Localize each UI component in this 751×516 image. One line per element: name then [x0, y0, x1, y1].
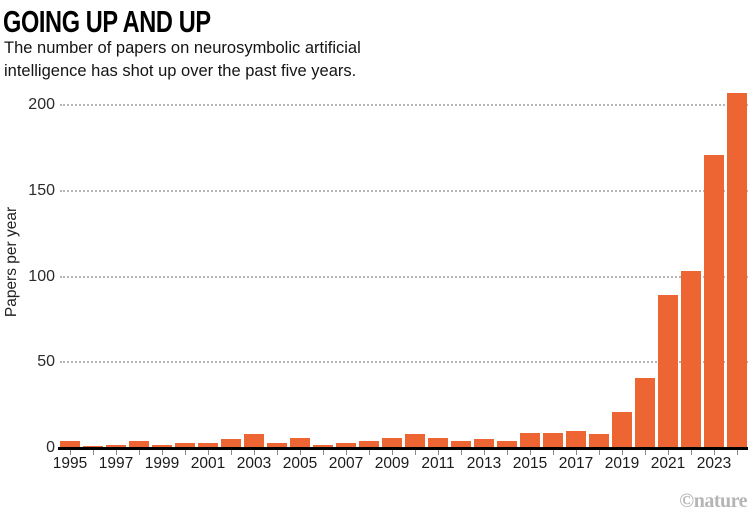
chart-subtitle: The number of papers on neurosymbolic ar… — [4, 37, 361, 83]
x-tick-2011 — [437, 450, 439, 455]
nature-credit: ©nature — [679, 490, 747, 512]
x-axis-line — [58, 447, 748, 450]
bar-2007 — [336, 442, 356, 448]
bar-2006 — [313, 444, 333, 448]
x-tick-label-1997: 1997 — [98, 455, 134, 472]
x-tick-label-2007: 2007 — [328, 455, 364, 472]
bar-2009 — [382, 437, 402, 448]
x-tick-2014 — [506, 450, 508, 455]
x-tick-2018 — [598, 450, 600, 455]
x-tick-label-2023: 2023 — [696, 455, 732, 472]
x-tick-2006 — [322, 450, 324, 455]
gridline-100 — [60, 275, 748, 278]
bar-2012 — [451, 441, 471, 448]
x-tick-label-2003: 2003 — [236, 455, 272, 472]
bar-2021 — [658, 295, 678, 448]
x-tick-1995 — [69, 450, 71, 455]
x-tick-2022 — [690, 450, 692, 455]
x-tick-2024 — [736, 450, 738, 455]
bar-1995 — [60, 441, 80, 448]
x-tick-2016 — [552, 450, 554, 455]
bar-2013 — [474, 439, 494, 448]
bar-1998 — [129, 441, 149, 448]
x-tick-2003 — [253, 450, 255, 455]
x-tick-1996 — [92, 450, 94, 455]
x-tick-2021 — [667, 450, 669, 455]
bar-2017 — [566, 430, 586, 448]
bar-2019 — [612, 411, 632, 448]
x-tick-1999 — [161, 450, 163, 455]
bar-2018 — [589, 434, 609, 448]
bar-2010 — [405, 434, 425, 448]
bar-1999 — [152, 444, 172, 448]
x-tick-2019 — [621, 450, 623, 455]
x-tick-label-2009: 2009 — [374, 455, 410, 472]
gridline-150 — [60, 189, 748, 192]
x-tick-1998 — [138, 450, 140, 455]
bar-2005 — [290, 437, 310, 448]
x-tick-2023 — [713, 450, 715, 455]
y-tick-label-0: 0 — [46, 439, 55, 456]
bar-2003 — [244, 434, 264, 448]
bar-2011 — [428, 437, 448, 448]
bar-2004 — [267, 442, 287, 448]
x-tick-label-2013: 2013 — [466, 455, 502, 472]
x-tick-2012 — [460, 450, 462, 455]
bar-2008 — [359, 441, 379, 448]
x-tick-2005 — [299, 450, 301, 455]
bar-2022 — [681, 271, 701, 448]
x-tick-label-2011: 2011 — [421, 455, 455, 472]
bar-2015 — [520, 432, 540, 448]
x-tick-2017 — [575, 450, 577, 455]
y-tick-label-50: 50 — [37, 353, 55, 371]
x-tick-2008 — [368, 450, 370, 455]
subtitle-line-1: The number of papers on neurosymbolic ar… — [4, 39, 361, 57]
x-tick-2000 — [184, 450, 186, 455]
y-tick-label-150: 150 — [28, 181, 55, 199]
x-tick-2002 — [230, 450, 232, 455]
y-tick-label-100: 100 — [28, 267, 55, 285]
bar-1997 — [106, 444, 126, 448]
x-tick-2004 — [276, 450, 278, 455]
x-tick-label-2021: 2021 — [650, 455, 686, 472]
x-tick-label-1995: 1995 — [52, 455, 88, 472]
x-tick-2020 — [644, 450, 646, 455]
gridline-50 — [60, 361, 748, 364]
gridline-200 — [60, 104, 748, 106]
x-tick-label-2019: 2019 — [604, 455, 640, 472]
bar-2014 — [497, 441, 517, 448]
x-tick-label-1999: 1999 — [144, 455, 180, 472]
x-tick-2010 — [414, 450, 416, 455]
bar-2016 — [543, 432, 563, 448]
x-tick-label-2015: 2015 — [512, 455, 548, 472]
subtitle-line-2: intelligence has shot up over the past f… — [4, 62, 357, 80]
x-tick-label-2017: 2017 — [558, 455, 594, 472]
bar-2000 — [175, 442, 195, 448]
bar-2023 — [704, 154, 724, 448]
x-tick-2015 — [529, 450, 531, 455]
bar-2020 — [635, 377, 655, 448]
x-tick-2007 — [345, 450, 347, 455]
x-tick-2009 — [391, 450, 393, 455]
bar-2024 — [727, 92, 747, 448]
x-tick-label-2001: 2001 — [190, 455, 226, 472]
y-tick-label-200: 200 — [28, 96, 55, 113]
y-axis-title: Papers per year — [3, 206, 20, 318]
x-tick-2013 — [483, 450, 485, 455]
bar-2002 — [221, 439, 241, 448]
x-tick-2001 — [207, 450, 209, 455]
bar-2001 — [198, 442, 218, 448]
chart-title: GOING UP AND UP — [3, 4, 211, 39]
x-tick-label-2005: 2005 — [282, 455, 318, 472]
x-tick-1997 — [115, 450, 117, 455]
